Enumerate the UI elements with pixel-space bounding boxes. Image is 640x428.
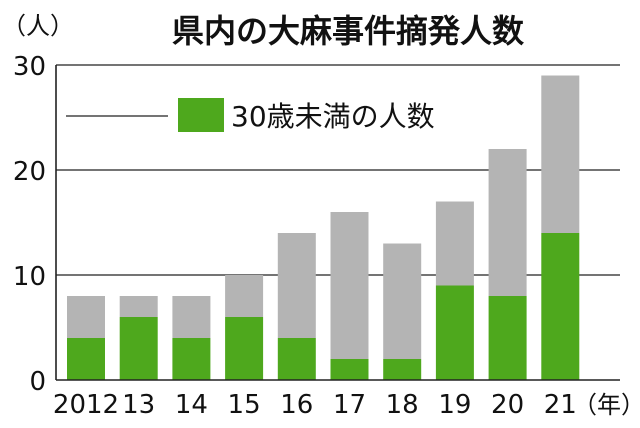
- x-tick-label: 20: [491, 390, 524, 420]
- x-tick-label: 2012: [53, 390, 119, 420]
- bar-others: [541, 75, 580, 233]
- bar-under30: [330, 359, 369, 380]
- bar-others: [277, 233, 316, 338]
- y-tick-label: 20: [13, 157, 46, 187]
- bar-under30: [172, 338, 211, 380]
- x-tick-label: 21: [544, 390, 577, 420]
- y-unit-label: （人）: [2, 12, 74, 40]
- bar-under30: [383, 359, 422, 380]
- y-tick-label: 10: [13, 262, 46, 292]
- y-tick-label: 0: [29, 367, 46, 397]
- bar-under30: [541, 233, 580, 380]
- bar-others: [119, 296, 158, 317]
- bar-others: [383, 243, 422, 359]
- bar-under30: [488, 296, 527, 380]
- axes: [55, 65, 620, 381]
- bar-under30: [277, 338, 316, 380]
- x-tick-label: 13: [122, 390, 155, 420]
- bar-under30: [435, 285, 474, 380]
- x-tick-label: 14: [175, 390, 208, 420]
- bar-under30: [67, 338, 105, 380]
- legend-swatch: [178, 98, 224, 132]
- bars: [67, 75, 580, 380]
- y-tick-label: 30: [13, 52, 46, 82]
- bar-others: [330, 212, 369, 359]
- x-tick-label: 19: [438, 390, 471, 420]
- bar-others: [225, 275, 264, 317]
- bar-others: [488, 149, 527, 296]
- x-tick-label: 15: [228, 390, 261, 420]
- x-tick-label: 17: [333, 390, 366, 420]
- x-tick-label: 18: [386, 390, 419, 420]
- bar-under30: [119, 317, 158, 380]
- x-tick-label: 16: [280, 390, 313, 420]
- x-unit-label: （年）: [573, 391, 640, 419]
- chart-title: 県内の大麻事件摘発人数: [172, 12, 525, 50]
- bar-others: [435, 201, 474, 286]
- legend: 30歳未満の人数: [66, 98, 435, 133]
- bar-others: [67, 296, 105, 338]
- bar-under30: [225, 317, 264, 380]
- legend-label: 30歳未満の人数: [231, 100, 435, 133]
- tick-labels: 0 10 20 30 2012 13 14 15 16 17 18 19 20 21: [13, 52, 577, 420]
- bar-others: [172, 296, 211, 338]
